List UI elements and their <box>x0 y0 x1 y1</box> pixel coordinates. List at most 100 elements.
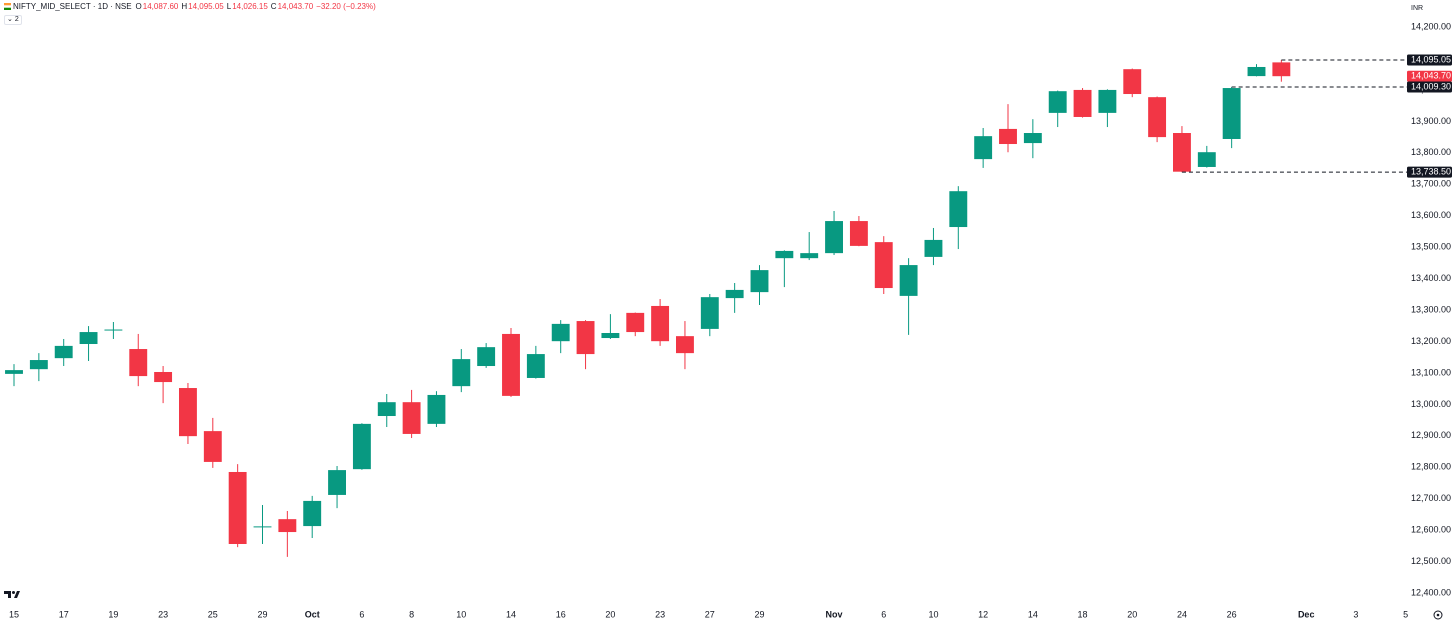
candle-body <box>825 221 843 254</box>
y-tick-label: 13,100.00 <box>1411 367 1451 377</box>
ohlc-value: 14,026.15 <box>232 2 268 11</box>
y-tick-label: 12,500.00 <box>1411 556 1451 566</box>
y-tick-label: 14,200.00 <box>1411 21 1451 31</box>
ohlc-key: L <box>226 2 232 11</box>
ohlc-value: 14,095.05 <box>188 2 224 11</box>
candle-body <box>974 136 993 160</box>
x-tick-label: 25 <box>208 609 218 619</box>
y-tick-label: 13,600.00 <box>1411 210 1451 220</box>
settings-icon[interactable] <box>1433 610 1443 620</box>
candle-body <box>626 312 645 333</box>
x-tick-label: 15 <box>9 609 19 619</box>
candle-body <box>427 394 446 424</box>
logo-part <box>12 591 15 594</box>
x-tick-label: 8 <box>409 609 414 619</box>
indicator-toggle[interactable]: ⌄ 2 <box>4 15 22 25</box>
candle-body <box>1148 97 1167 138</box>
x-tick-label: 17 <box>59 609 69 619</box>
candle-body <box>1048 91 1067 113</box>
candle-body <box>1247 66 1266 77</box>
ohlc-key: H <box>181 2 188 11</box>
candle-body <box>849 221 868 246</box>
y-tick-label: 12,900.00 <box>1411 430 1451 440</box>
candle-body <box>949 191 968 228</box>
candle-body <box>29 360 48 370</box>
candle-body <box>576 321 595 355</box>
x-tick-label: 29 <box>257 609 267 619</box>
x-tick-label: 18 <box>1078 609 1088 619</box>
candles <box>5 60 1291 557</box>
candle-body <box>899 265 918 296</box>
y-tick-label: 12,800.00 <box>1411 462 1451 472</box>
flag-icon <box>4 3 11 10</box>
candle-body <box>1197 152 1216 167</box>
candle-body <box>502 333 520 396</box>
candle-body <box>328 470 346 495</box>
candle-body <box>129 349 148 377</box>
candle-body <box>477 347 496 367</box>
candle-body <box>452 359 471 387</box>
logo-part <box>4 591 11 598</box>
candle-body <box>154 371 173 383</box>
candle-body <box>402 402 421 434</box>
candle-body <box>1272 62 1291 77</box>
y-tick-label: 13,300.00 <box>1411 304 1451 314</box>
ohlc-value: 14,087.60 <box>142 2 179 11</box>
y-tick-label: 13,900.00 <box>1411 116 1451 126</box>
candle-body <box>228 471 247 544</box>
ohlc-key: C <box>270 2 277 11</box>
candle-body <box>999 128 1017 145</box>
candle-body <box>352 423 371 470</box>
price-label: 14,043.70 <box>1411 71 1451 81</box>
candle-body <box>253 526 272 528</box>
x-tick-label: 3 <box>1353 609 1358 619</box>
candle-body <box>54 345 73 359</box>
x-tick-label: 20 <box>605 609 615 619</box>
candle-body <box>278 519 297 533</box>
legend-header: NIFTY_MID_SELECT · 1D · NSE O14,087.60 H14… <box>4 2 379 11</box>
candle-body <box>775 250 794 259</box>
candle-body <box>651 305 670 342</box>
y-tick-label: 12,400.00 <box>1411 587 1451 597</box>
price-label-box <box>1407 166 1452 178</box>
x-tick-label: 6 <box>881 609 886 619</box>
y-tick-label: 13,800.00 <box>1411 147 1451 157</box>
ohlc-value: 14,043.70 <box>277 2 314 11</box>
x-tick-label: 10 <box>456 609 466 619</box>
x-tick-label: 23 <box>158 609 168 619</box>
candle-body <box>303 500 322 527</box>
x-tick-label: Nov <box>826 609 843 619</box>
x-tick-label: 14 <box>1028 609 1038 619</box>
candle-body <box>79 332 98 345</box>
y-tick-label: 12,700.00 <box>1411 493 1451 503</box>
candle-body <box>203 431 222 462</box>
settings-ring <box>1433 610 1443 620</box>
x-tick-label: 5 <box>1403 609 1408 619</box>
indicator-count: 2 <box>14 16 19 23</box>
x-tick-label: 20 <box>1127 609 1137 619</box>
candle-body <box>700 297 719 329</box>
candle-body <box>924 239 943 257</box>
currency: INR <box>1411 5 1423 12</box>
price-label-box <box>1407 70 1452 82</box>
x-tick-label: 29 <box>754 609 764 619</box>
x-tick-label: 27 <box>705 609 715 619</box>
price-label-box <box>1407 54 1452 66</box>
candle-body <box>1173 133 1191 172</box>
y-tick-label: 13,400.00 <box>1411 273 1451 283</box>
candle-body <box>874 242 893 289</box>
change: −32.20 (−0.23%) <box>316 2 376 11</box>
x-tick-label: 14 <box>506 609 516 619</box>
candle-body <box>551 323 570 342</box>
x-tick-label: 24 <box>1177 609 1187 619</box>
symbol[interactable]: NIFTY_MID_SELECT · 1D · NSE <box>13 2 132 11</box>
ohlc-key: O <box>135 2 142 11</box>
price-label: 14,095.05 <box>1411 54 1451 64</box>
candle-body <box>676 336 694 354</box>
x-tick-label: Dec <box>1298 609 1315 619</box>
x-tick-label: 23 <box>655 609 665 619</box>
tradingview-logo <box>4 591 20 598</box>
candle-body <box>1123 69 1142 95</box>
x-tick-label: Oct <box>305 609 320 619</box>
